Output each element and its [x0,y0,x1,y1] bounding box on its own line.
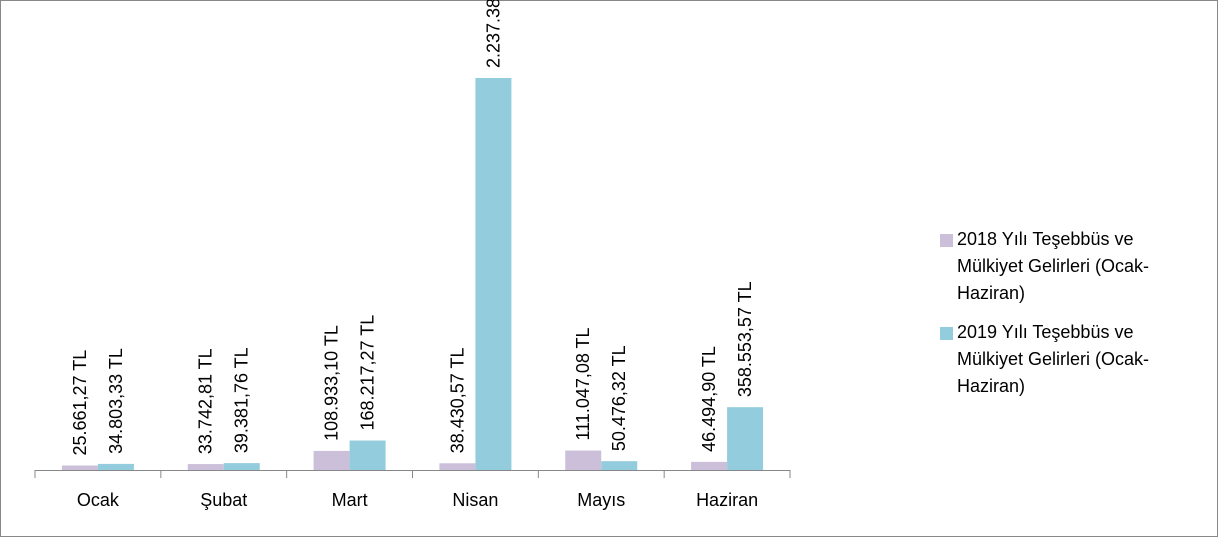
bar [601,461,638,470]
bar [223,463,260,470]
data-label: 50.476,32 TL [609,345,629,451]
x-tick-label: Şubat [200,490,247,510]
legend: 2018 Yılı Teşebbüs ve Mülkiyet Gelirleri… [940,226,1200,412]
data-label: 2.237.382,66 TL [483,0,503,68]
bar [565,450,602,470]
data-label: 358.553,57 TL [735,281,755,397]
legend-swatch [940,327,953,340]
data-label: 111.047,08 TL [573,327,593,440]
legend-item: 2018 Yılı Teşebbüs ve Mülkiyet Gelirleri… [940,226,1200,307]
bar [439,463,476,470]
data-label: 25.661,27 TL [70,350,90,456]
data-label: 108.933,10 TL [322,325,342,441]
data-label: 168.217,27 TL [358,315,378,431]
legend-swatch [940,234,953,247]
data-label: 33.742,81 TL [196,348,216,454]
bar [61,465,98,470]
legend-item: 2019 Yılı Teşebbüs ve Mülkiyet Gelirleri… [940,319,1200,400]
data-label: 46.494,90 TL [699,346,719,452]
data-label: 39.381,76 TL [232,347,252,453]
x-tick-label: Haziran [696,490,758,510]
legend-label: 2019 Yılı Teşebbüs ve Mülkiyet Gelirleri… [957,322,1150,396]
x-tick-label: Ocak [77,490,120,510]
bar [97,463,134,470]
legend-label: 2018 Yılı Teşebbüs ve Mülkiyet Gelirleri… [957,229,1150,303]
bar [313,450,350,470]
x-tick-label: Mart [332,490,368,510]
bar [187,464,224,470]
data-label: 38.430,57 TL [447,348,467,454]
bar [349,440,386,470]
bar [475,78,512,470]
bar [727,407,764,470]
x-tick-label: Nisan [452,490,498,510]
data-label: 34.803,33 TL [106,348,126,454]
x-tick-label: Mayıs [577,490,625,510]
bar [691,461,728,470]
